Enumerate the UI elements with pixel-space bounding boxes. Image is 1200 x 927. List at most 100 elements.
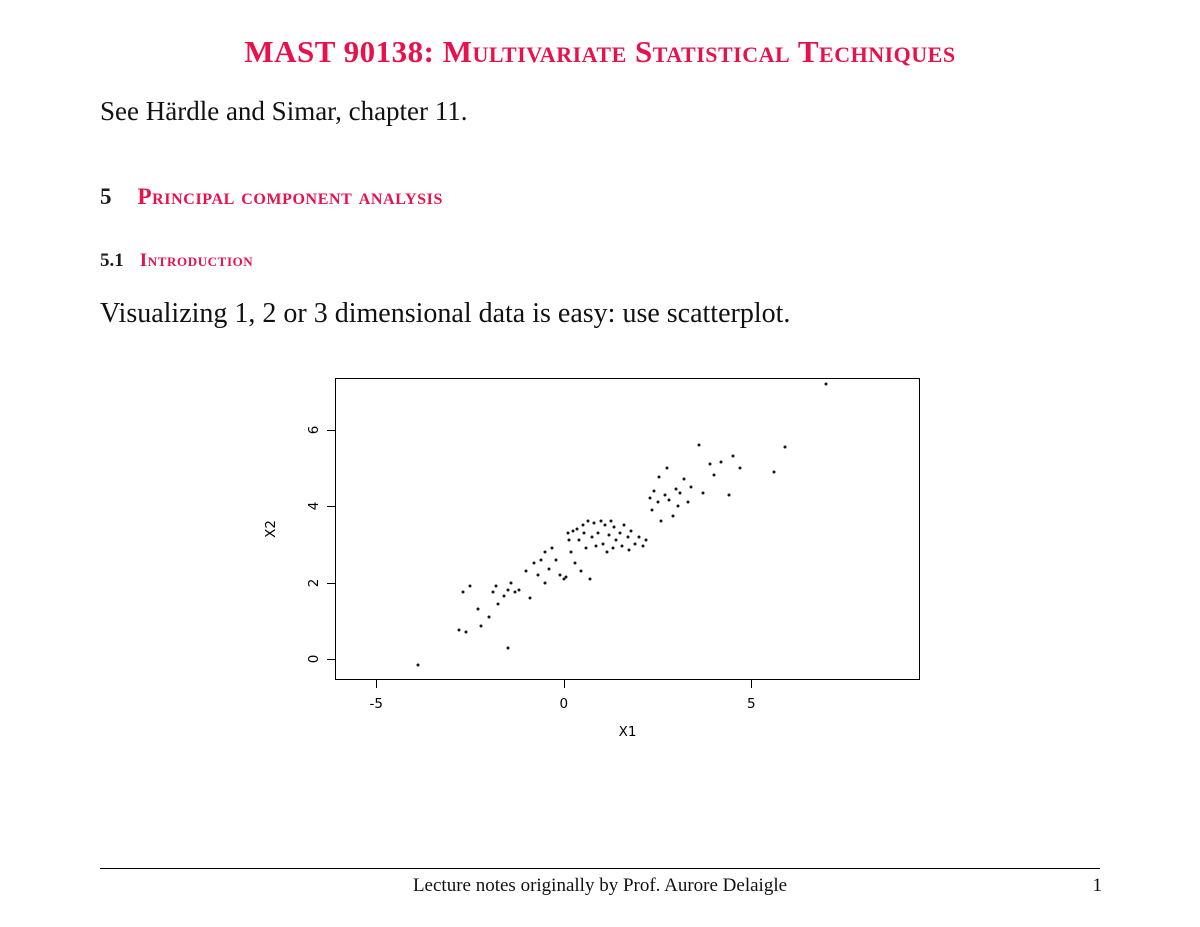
data-point xyxy=(596,531,599,535)
data-point xyxy=(644,538,648,542)
data-point xyxy=(573,561,577,565)
data-point xyxy=(543,581,547,585)
data-point xyxy=(731,454,734,458)
data-point xyxy=(657,475,661,479)
data-point xyxy=(550,546,554,550)
data-point xyxy=(491,590,494,594)
data-point xyxy=(569,550,573,554)
data-point xyxy=(629,529,633,533)
y-axis-tick-label: 0 xyxy=(306,654,322,664)
data-point xyxy=(783,445,787,449)
data-point xyxy=(650,508,654,512)
data-point xyxy=(641,544,644,548)
data-point xyxy=(637,535,641,539)
data-point xyxy=(712,473,716,477)
data-point xyxy=(547,567,551,571)
x-axis-tick-label: 5 xyxy=(746,696,756,712)
data-point xyxy=(562,577,566,581)
section-title: Principal component analysis xyxy=(137,184,443,209)
data-point xyxy=(622,523,626,527)
x-axis-label: X1 xyxy=(618,724,637,740)
data-point xyxy=(584,546,588,550)
data-point xyxy=(581,523,584,527)
x-axis-tick xyxy=(751,680,753,688)
section-number: 5 xyxy=(100,184,112,209)
data-point xyxy=(487,615,491,619)
data-point xyxy=(614,538,618,542)
y-axis-tick-label: 2 xyxy=(306,578,322,587)
data-point xyxy=(824,382,828,386)
data-point xyxy=(738,466,742,470)
data-point xyxy=(586,519,590,523)
data-point xyxy=(652,489,656,493)
data-point xyxy=(682,477,686,481)
data-point xyxy=(461,590,464,594)
data-point xyxy=(620,544,624,548)
data-point xyxy=(719,460,723,464)
page-number: 1 xyxy=(1092,875,1103,896)
footer-rule xyxy=(100,868,1100,869)
data-point xyxy=(626,535,629,539)
paragraph: Visualizing 1, 2 or 3 dimensional data i… xyxy=(100,298,791,329)
data-point xyxy=(686,500,689,504)
data-point xyxy=(416,663,419,667)
y-axis-tick xyxy=(327,658,335,660)
data-point xyxy=(603,523,607,527)
data-point xyxy=(567,538,571,542)
data-point xyxy=(648,496,652,500)
data-point xyxy=(659,519,663,523)
data-point xyxy=(577,538,581,542)
data-point xyxy=(594,544,598,548)
reference-line: See Härdle and Simar, chapter 11. xyxy=(100,96,468,126)
data-point xyxy=(772,470,776,474)
data-point xyxy=(476,607,479,611)
data-point xyxy=(607,533,611,537)
data-point xyxy=(676,504,680,508)
x-axis-tick xyxy=(563,680,565,688)
y-axis-label: X2 xyxy=(263,520,279,538)
data-point xyxy=(601,542,605,546)
data-point xyxy=(579,569,583,573)
data-point xyxy=(457,628,461,632)
data-point xyxy=(671,514,674,518)
subsection-title: Introduction xyxy=(139,250,254,271)
data-point xyxy=(464,630,468,634)
data-point xyxy=(509,581,513,585)
y-axis-tick-label: 4 xyxy=(306,501,322,511)
data-point xyxy=(667,498,671,502)
y-axis-tick xyxy=(327,582,335,584)
x-axis-tick-label: 0 xyxy=(559,696,569,712)
data-point xyxy=(588,577,592,581)
data-point xyxy=(502,594,506,598)
data-point xyxy=(496,602,500,606)
data-point xyxy=(612,525,616,529)
data-point xyxy=(609,519,613,523)
data-point xyxy=(532,561,536,565)
data-point xyxy=(494,584,498,588)
data-point xyxy=(513,590,517,594)
data-point xyxy=(656,500,659,504)
data-point xyxy=(663,493,667,497)
y-axis-tick-label: 6 xyxy=(306,425,322,434)
x-axis-tick xyxy=(376,680,378,688)
data-point xyxy=(506,646,509,649)
data-point xyxy=(689,485,693,489)
data-point xyxy=(618,531,622,535)
subsection-heading: 5.1 Introduction xyxy=(100,250,253,272)
data-point xyxy=(558,573,562,577)
data-point xyxy=(543,550,547,554)
data-point xyxy=(506,588,509,592)
data-point xyxy=(727,493,731,497)
scatterplot-figure: X1 X2 -5 0 5 0 2 4 6 xyxy=(263,378,920,740)
data-point xyxy=(674,487,678,491)
data-point xyxy=(605,550,609,554)
y-axis-tick xyxy=(327,429,335,431)
data-point xyxy=(633,542,637,546)
plot-area xyxy=(335,378,920,680)
data-point xyxy=(701,491,704,495)
data-point xyxy=(468,584,472,588)
subsection-number: 5.1 xyxy=(100,250,124,271)
data-point xyxy=(627,548,631,552)
y-axis-tick xyxy=(327,506,335,508)
